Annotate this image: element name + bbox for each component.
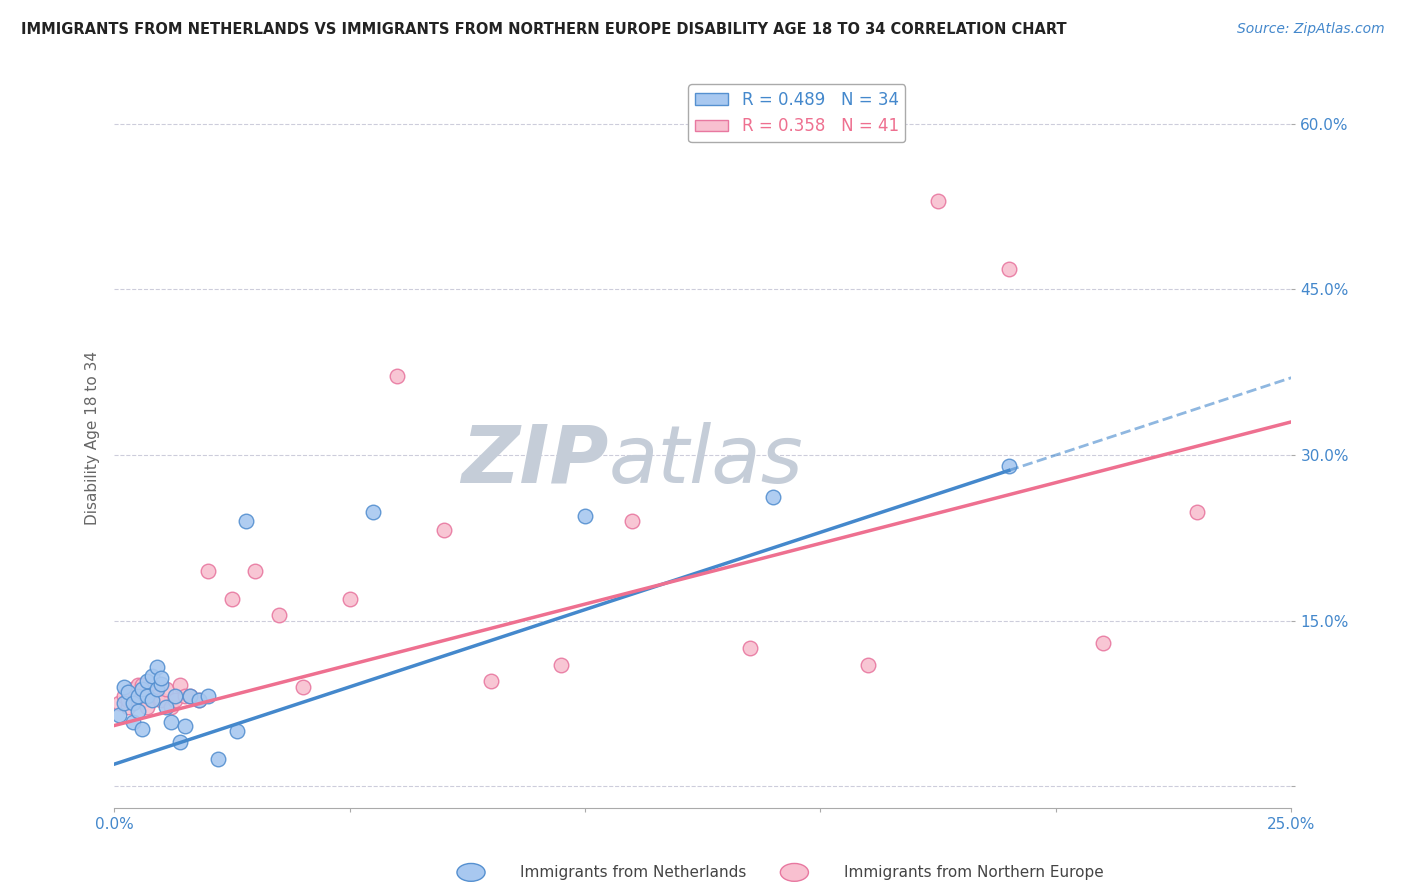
Text: Immigrants from Netherlands: Immigrants from Netherlands <box>520 865 747 880</box>
Point <box>433 523 456 537</box>
Text: Source: ZipAtlas.com: Source: ZipAtlas.com <box>1237 22 1385 37</box>
Point <box>127 678 149 692</box>
Point <box>1091 636 1114 650</box>
Point <box>762 490 785 504</box>
Point <box>122 682 145 697</box>
Point <box>131 722 153 736</box>
Point <box>127 704 149 718</box>
Point <box>291 680 314 694</box>
Point <box>927 194 949 208</box>
Point <box>235 514 257 528</box>
Point <box>136 689 159 703</box>
Point <box>159 715 181 730</box>
Point <box>169 678 191 692</box>
Point <box>136 699 159 714</box>
Point <box>155 699 177 714</box>
Point <box>112 680 135 694</box>
Point <box>122 697 145 711</box>
Y-axis label: Disability Age 18 to 34: Disability Age 18 to 34 <box>86 351 100 525</box>
Point <box>159 699 181 714</box>
Point <box>197 564 219 578</box>
Point <box>150 693 173 707</box>
Point <box>145 682 167 697</box>
Point <box>479 674 502 689</box>
Point <box>187 693 209 707</box>
Point <box>197 689 219 703</box>
Point <box>108 697 131 711</box>
Point <box>131 682 153 697</box>
Point <box>173 689 195 703</box>
Point <box>145 660 167 674</box>
Point <box>173 718 195 732</box>
Point <box>112 689 135 703</box>
Point <box>165 689 187 703</box>
Point <box>339 591 361 606</box>
Point <box>141 669 163 683</box>
Point <box>385 368 408 383</box>
Point <box>112 697 135 711</box>
Point <box>122 715 145 730</box>
Point <box>150 676 173 690</box>
Point <box>141 693 163 707</box>
Point <box>136 674 159 689</box>
Point <box>207 752 229 766</box>
Point <box>127 689 149 703</box>
Point <box>117 685 139 699</box>
Point <box>127 693 149 707</box>
Text: ZIP: ZIP <box>461 422 609 500</box>
Point <box>738 641 761 656</box>
Point <box>145 689 167 703</box>
Point <box>221 591 243 606</box>
Text: Immigrants from Northern Europe: Immigrants from Northern Europe <box>844 865 1104 880</box>
Point <box>997 262 1019 277</box>
Point <box>574 508 596 523</box>
Point <box>141 682 163 697</box>
Point <box>267 608 290 623</box>
Text: atlas: atlas <box>609 422 803 500</box>
Point <box>245 564 267 578</box>
Point <box>108 707 131 722</box>
Point <box>856 657 879 672</box>
Point <box>179 689 201 703</box>
Point <box>117 693 139 707</box>
Point <box>131 678 153 692</box>
Legend: R = 0.489   N = 34, R = 0.358   N = 41: R = 0.489 N = 34, R = 0.358 N = 41 <box>689 84 905 142</box>
Point <box>131 693 153 707</box>
Point <box>187 693 209 707</box>
Point <box>155 682 177 697</box>
Point <box>179 689 201 703</box>
Text: IMMIGRANTS FROM NETHERLANDS VS IMMIGRANTS FROM NORTHERN EUROPE DISABILITY AGE 18: IMMIGRANTS FROM NETHERLANDS VS IMMIGRANT… <box>21 22 1067 37</box>
Point <box>550 657 572 672</box>
Point <box>150 671 173 685</box>
Point <box>997 458 1019 473</box>
Point <box>225 724 247 739</box>
Point <box>621 514 644 528</box>
Point <box>1185 505 1208 519</box>
Point <box>361 505 384 519</box>
Point <box>117 699 139 714</box>
Point <box>165 693 187 707</box>
Point <box>169 735 191 749</box>
